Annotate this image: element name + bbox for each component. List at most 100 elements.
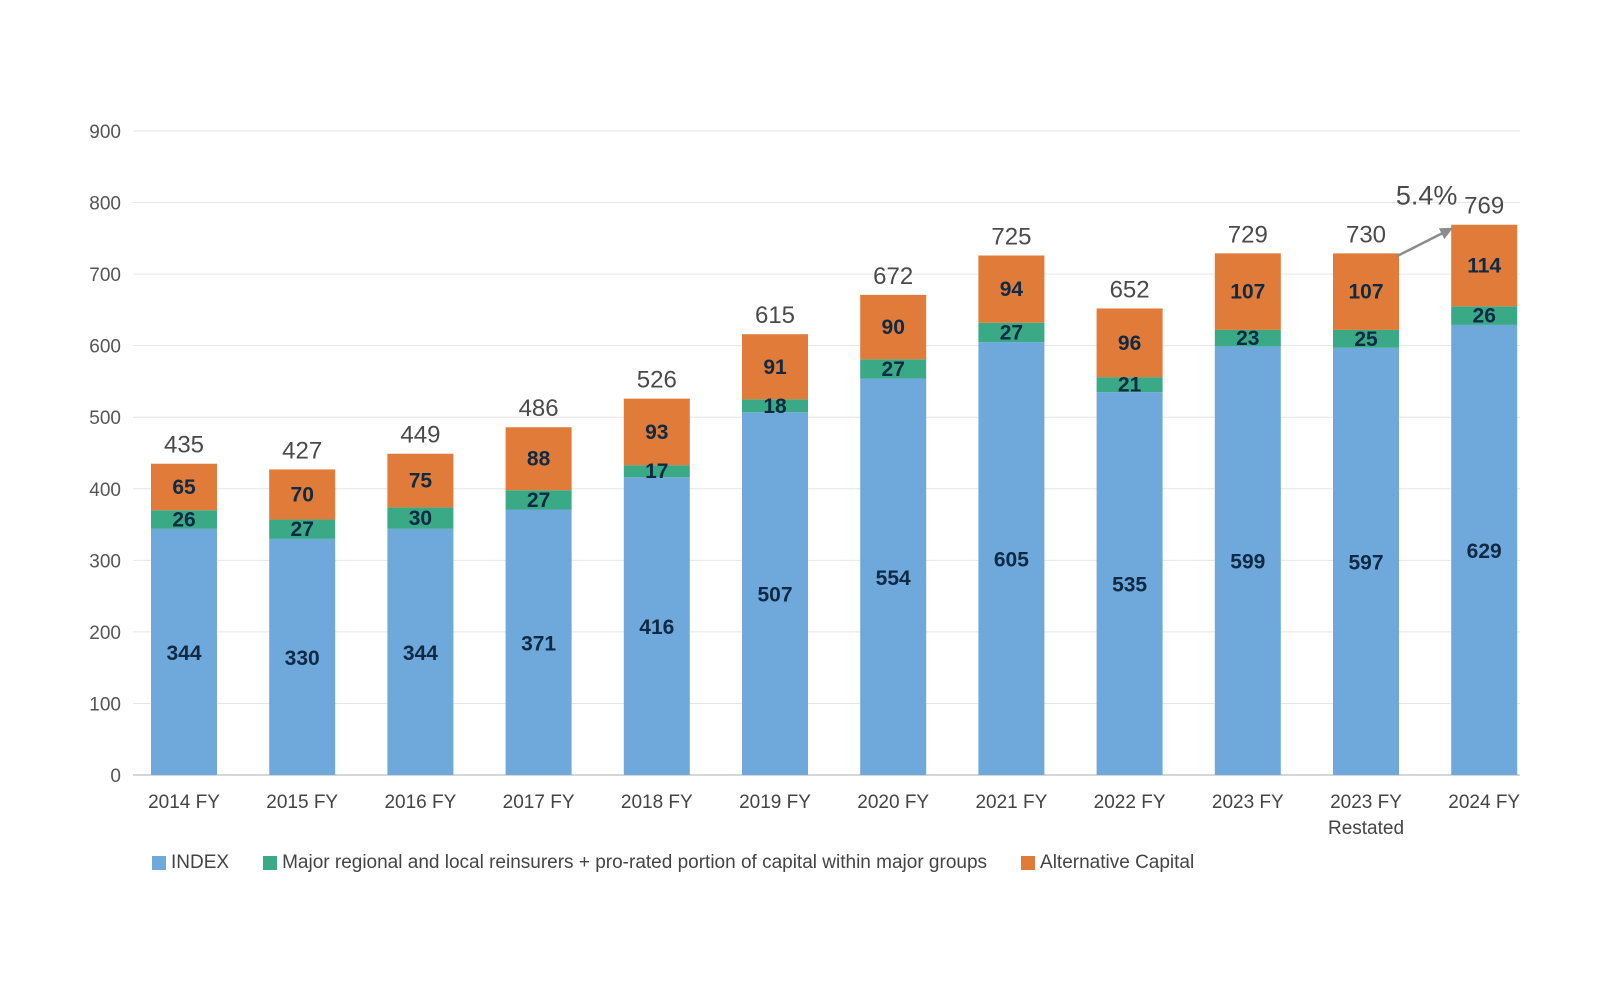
bar-segment: [1214, 329, 1281, 347]
bar-segment: [1451, 306, 1518, 325]
y-tick-label: 0: [110, 766, 121, 787]
y-tick-label: 800: [89, 194, 121, 215]
data-label: 27: [882, 358, 905, 381]
x-tick-label: 2023 FY: [1212, 792, 1284, 813]
legend-item: Major regional and local reinsurers + pr…: [263, 852, 987, 874]
data-label: 23: [1236, 327, 1259, 350]
x-tick-label: 2020 FY: [857, 792, 929, 813]
bar-segment: [1096, 377, 1163, 393]
data-label: 26: [172, 509, 195, 532]
y-tick-label: 200: [89, 623, 121, 644]
total-label: 615: [755, 302, 795, 329]
data-label: 70: [291, 484, 314, 507]
bar-segment: [978, 342, 1045, 775]
data-label: 629: [1467, 540, 1502, 563]
data-label: 107: [1348, 281, 1383, 304]
bar-segment: [1333, 253, 1399, 330]
bar-segment: [623, 477, 690, 775]
legend-item: INDEX: [152, 852, 229, 874]
bar-segment: [860, 378, 927, 775]
y-tick-label: 900: [89, 122, 121, 143]
bars: [151, 224, 1518, 775]
bar-segment: [1096, 392, 1163, 775]
legend-item: Alternative Capital: [1021, 852, 1194, 874]
data-label: 26: [1473, 305, 1496, 328]
x-tick-label: 2017 FY: [503, 792, 575, 813]
bar-segment: [1214, 346, 1281, 775]
bar-segment: [623, 398, 690, 466]
bar-segment: [151, 463, 217, 511]
total-label: 486: [519, 395, 559, 422]
y-tick-label: 500: [89, 408, 121, 429]
total-label: 427: [282, 437, 322, 464]
total-label: 672: [873, 263, 913, 290]
data-label: 535: [1112, 574, 1147, 597]
data-label: 554: [876, 567, 911, 590]
data-label: 597: [1348, 551, 1383, 574]
data-label: 605: [994, 549, 1029, 572]
data-label: 371: [521, 632, 556, 655]
data-label: 94: [1000, 278, 1024, 301]
total-label: 769: [1464, 193, 1504, 220]
legend-label: Alternative Capital: [1040, 852, 1195, 873]
y-tick-label: 700: [89, 265, 121, 286]
total-label: 652: [1110, 276, 1150, 303]
legend-label: Major regional and local reinsurers + pr…: [282, 852, 988, 873]
data-label: 75: [409, 470, 433, 493]
data-label: 344: [166, 642, 201, 665]
bar-segment: [505, 490, 572, 510]
data-label: 21: [1118, 374, 1142, 397]
x-tick-label: 2015 FY: [266, 792, 338, 813]
data-label: 114: [1467, 255, 1501, 278]
x-tick-label: 2022 FY: [1094, 792, 1166, 813]
x-tick-label: 2019 FY: [739, 792, 811, 813]
bar-segment: [151, 528, 217, 775]
data-label: 17: [645, 460, 668, 483]
total-label: 725: [991, 224, 1031, 251]
data-label: 88: [527, 448, 551, 471]
legend-swatch: [152, 856, 166, 870]
y-tick-label: 300: [89, 551, 121, 572]
legend-swatch: [1021, 856, 1036, 870]
bar-segment: [1333, 347, 1399, 775]
x-tick-label: 2016 FY: [384, 792, 456, 813]
bar-segment: [742, 399, 808, 413]
bar-segment: [860, 294, 927, 360]
y-tick-label: 100: [89, 694, 121, 715]
total-label: 449: [400, 422, 440, 449]
bar-segment: [151, 510, 217, 529]
data-label: 507: [757, 584, 792, 607]
total-label: 435: [164, 432, 204, 459]
x-tick-label: 2021 FY: [975, 792, 1047, 813]
data-label: 65: [172, 476, 196, 499]
data-label: 90: [882, 316, 905, 339]
data-label: 599: [1230, 551, 1265, 574]
labels: 344 26 65 435 2014 FY 330 27 70 427 2015 FY 344 30 7…: [148, 181, 1520, 839]
bar-segment: [742, 412, 808, 775]
x-tick-label: Restated: [1328, 818, 1404, 839]
x-tick-label: 2014 FY: [148, 792, 220, 813]
bar-segment: [269, 538, 336, 775]
gridlines: 0 100 200 300 400 500 600 700 800 900: [89, 122, 1520, 787]
bar-segment: [387, 453, 454, 508]
data-label: 91: [763, 356, 787, 379]
data-label: 330: [285, 647, 320, 670]
bar-segment: [1333, 329, 1399, 348]
y-tick-label: 400: [89, 480, 121, 501]
bar-segment: [978, 255, 1045, 323]
data-label: 416: [639, 616, 674, 639]
growth-arrow-head: [1438, 227, 1454, 239]
data-label: 107: [1230, 281, 1265, 304]
bar-segment: [1451, 224, 1518, 307]
legend: INDEX Major regional and local reinsurers…: [152, 852, 1228, 874]
y-tick-label: 600: [89, 337, 121, 358]
growth-annotation: 5.4%: [1396, 181, 1458, 211]
data-label: 25: [1354, 328, 1378, 351]
bar-segment: [860, 359, 927, 379]
data-label: 93: [645, 421, 668, 444]
data-label: 27: [527, 489, 550, 512]
growth-arrow-line: [1395, 229, 1448, 258]
legend-swatch: [263, 856, 278, 870]
total-label: 526: [637, 367, 677, 394]
